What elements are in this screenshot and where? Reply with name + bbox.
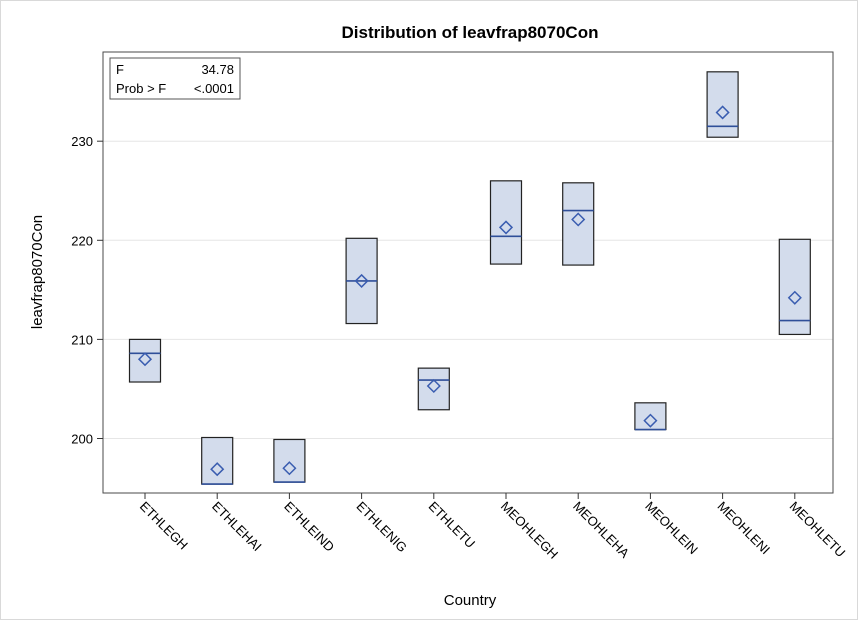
- p-value: <.0001: [194, 81, 234, 96]
- mean-marker-meohlein: [643, 413, 658, 428]
- chart-title: Distribution of leavfrap8070Con: [342, 23, 599, 42]
- x-tick-label: MEOHLETU: [787, 499, 849, 561]
- x-tick-label: ETHLEGH: [137, 499, 191, 553]
- box-ethletu: [417, 367, 450, 411]
- boxes: [128, 71, 811, 485]
- grid-lines: [103, 140, 833, 439]
- y-axis-title: leavfrap8070Con: [29, 215, 46, 329]
- mean-marker-ethleind: [282, 461, 297, 476]
- plot-area: [102, 51, 834, 494]
- box-meohlegh: [489, 180, 523, 265]
- box-meohlein: [634, 402, 667, 431]
- x-tick-label: MEOHLENI: [714, 499, 773, 558]
- x-tick-label: MEOHLEHA: [570, 499, 632, 561]
- p-label: Prob > F: [116, 81, 166, 96]
- box-meohleha: [562, 182, 595, 266]
- stats-inset: F 34.78 Prob > F <.0001: [109, 57, 241, 100]
- box-ethleind: [273, 438, 306, 483]
- mean-marker-ethlenig: [354, 273, 369, 288]
- mean-marker-ethlehai: [210, 462, 225, 477]
- y-tick-label: 220: [71, 233, 93, 248]
- stats-inset-box: [109, 57, 241, 100]
- f-value: 34.78: [201, 62, 234, 77]
- mean-marker-ethlegh: [137, 352, 153, 367]
- x-tick-label: ETHLEHAI: [209, 499, 265, 555]
- mean-marker-meohlegh: [498, 220, 514, 235]
- box-meohletu: [778, 238, 811, 336]
- x-tick-label: MEOHLEGH: [498, 499, 561, 562]
- mean-marker-meohleni: [715, 105, 730, 120]
- y-tick-label: 200: [71, 431, 93, 446]
- x-axis-title: Country: [444, 592, 497, 609]
- y-axis-ticks: 200 210 220 230: [71, 134, 103, 446]
- y-tick-label: 230: [71, 134, 93, 149]
- x-tick-label: MEOHLEIN: [642, 499, 701, 558]
- x-tick-label: ETHLENIG: [353, 499, 410, 556]
- x-tick-label: ETHLETU: [426, 499, 478, 551]
- f-label: F: [116, 62, 124, 77]
- box-ethlehai: [201, 436, 234, 485]
- box-meohleni: [706, 71, 739, 138]
- box-ethlegh: [128, 338, 162, 383]
- y-tick-label: 210: [71, 332, 93, 347]
- mean-marker-ethletu: [426, 378, 441, 394]
- x-axis-ticks: ETHLEGH ETHLEHAI ETHLEIND ETHLENIG ETHLETU ME…: [137, 493, 848, 562]
- mean-marker-meohleha: [571, 212, 586, 227]
- x-tick-label: ETHLEIND: [281, 499, 337, 555]
- mean-marker-meohletu: [787, 290, 802, 305]
